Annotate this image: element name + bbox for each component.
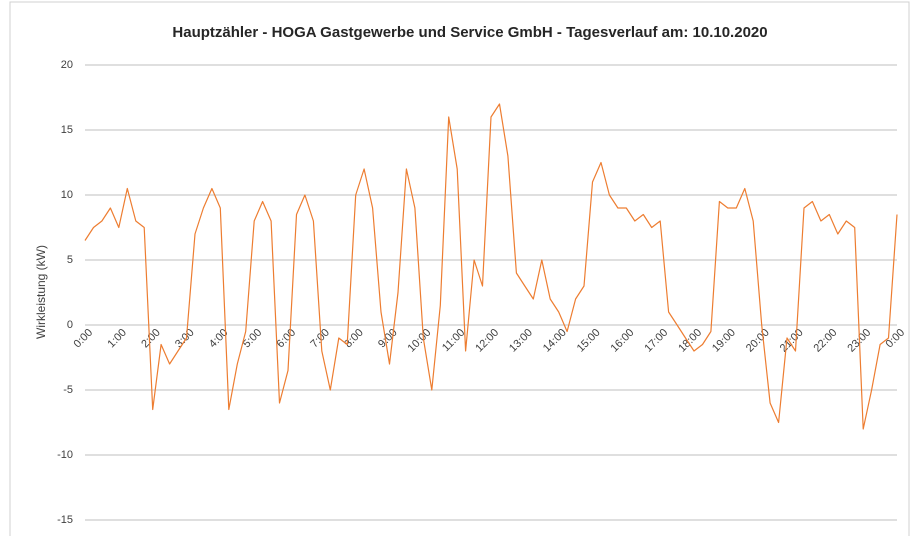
y-tick-label: -15 <box>57 514 73 526</box>
y-tick-label: 15 <box>61 124 73 136</box>
y-tick-label: 10 <box>61 189 73 201</box>
y-tick-label: 5 <box>67 254 73 266</box>
y-tick-label: 0 <box>67 319 73 331</box>
y-axis-label: Wirkleistung (kW) <box>34 245 48 339</box>
y-tick-label: 20 <box>61 59 73 71</box>
y-tick-label: -10 <box>57 449 73 461</box>
chart-frame <box>9 1 910 541</box>
data-line <box>84 103 898 430</box>
chart-title: Hauptzähler - HOGA Gastgewerbe und Servi… <box>172 24 767 41</box>
y-tick-label: -5 <box>63 384 73 396</box>
